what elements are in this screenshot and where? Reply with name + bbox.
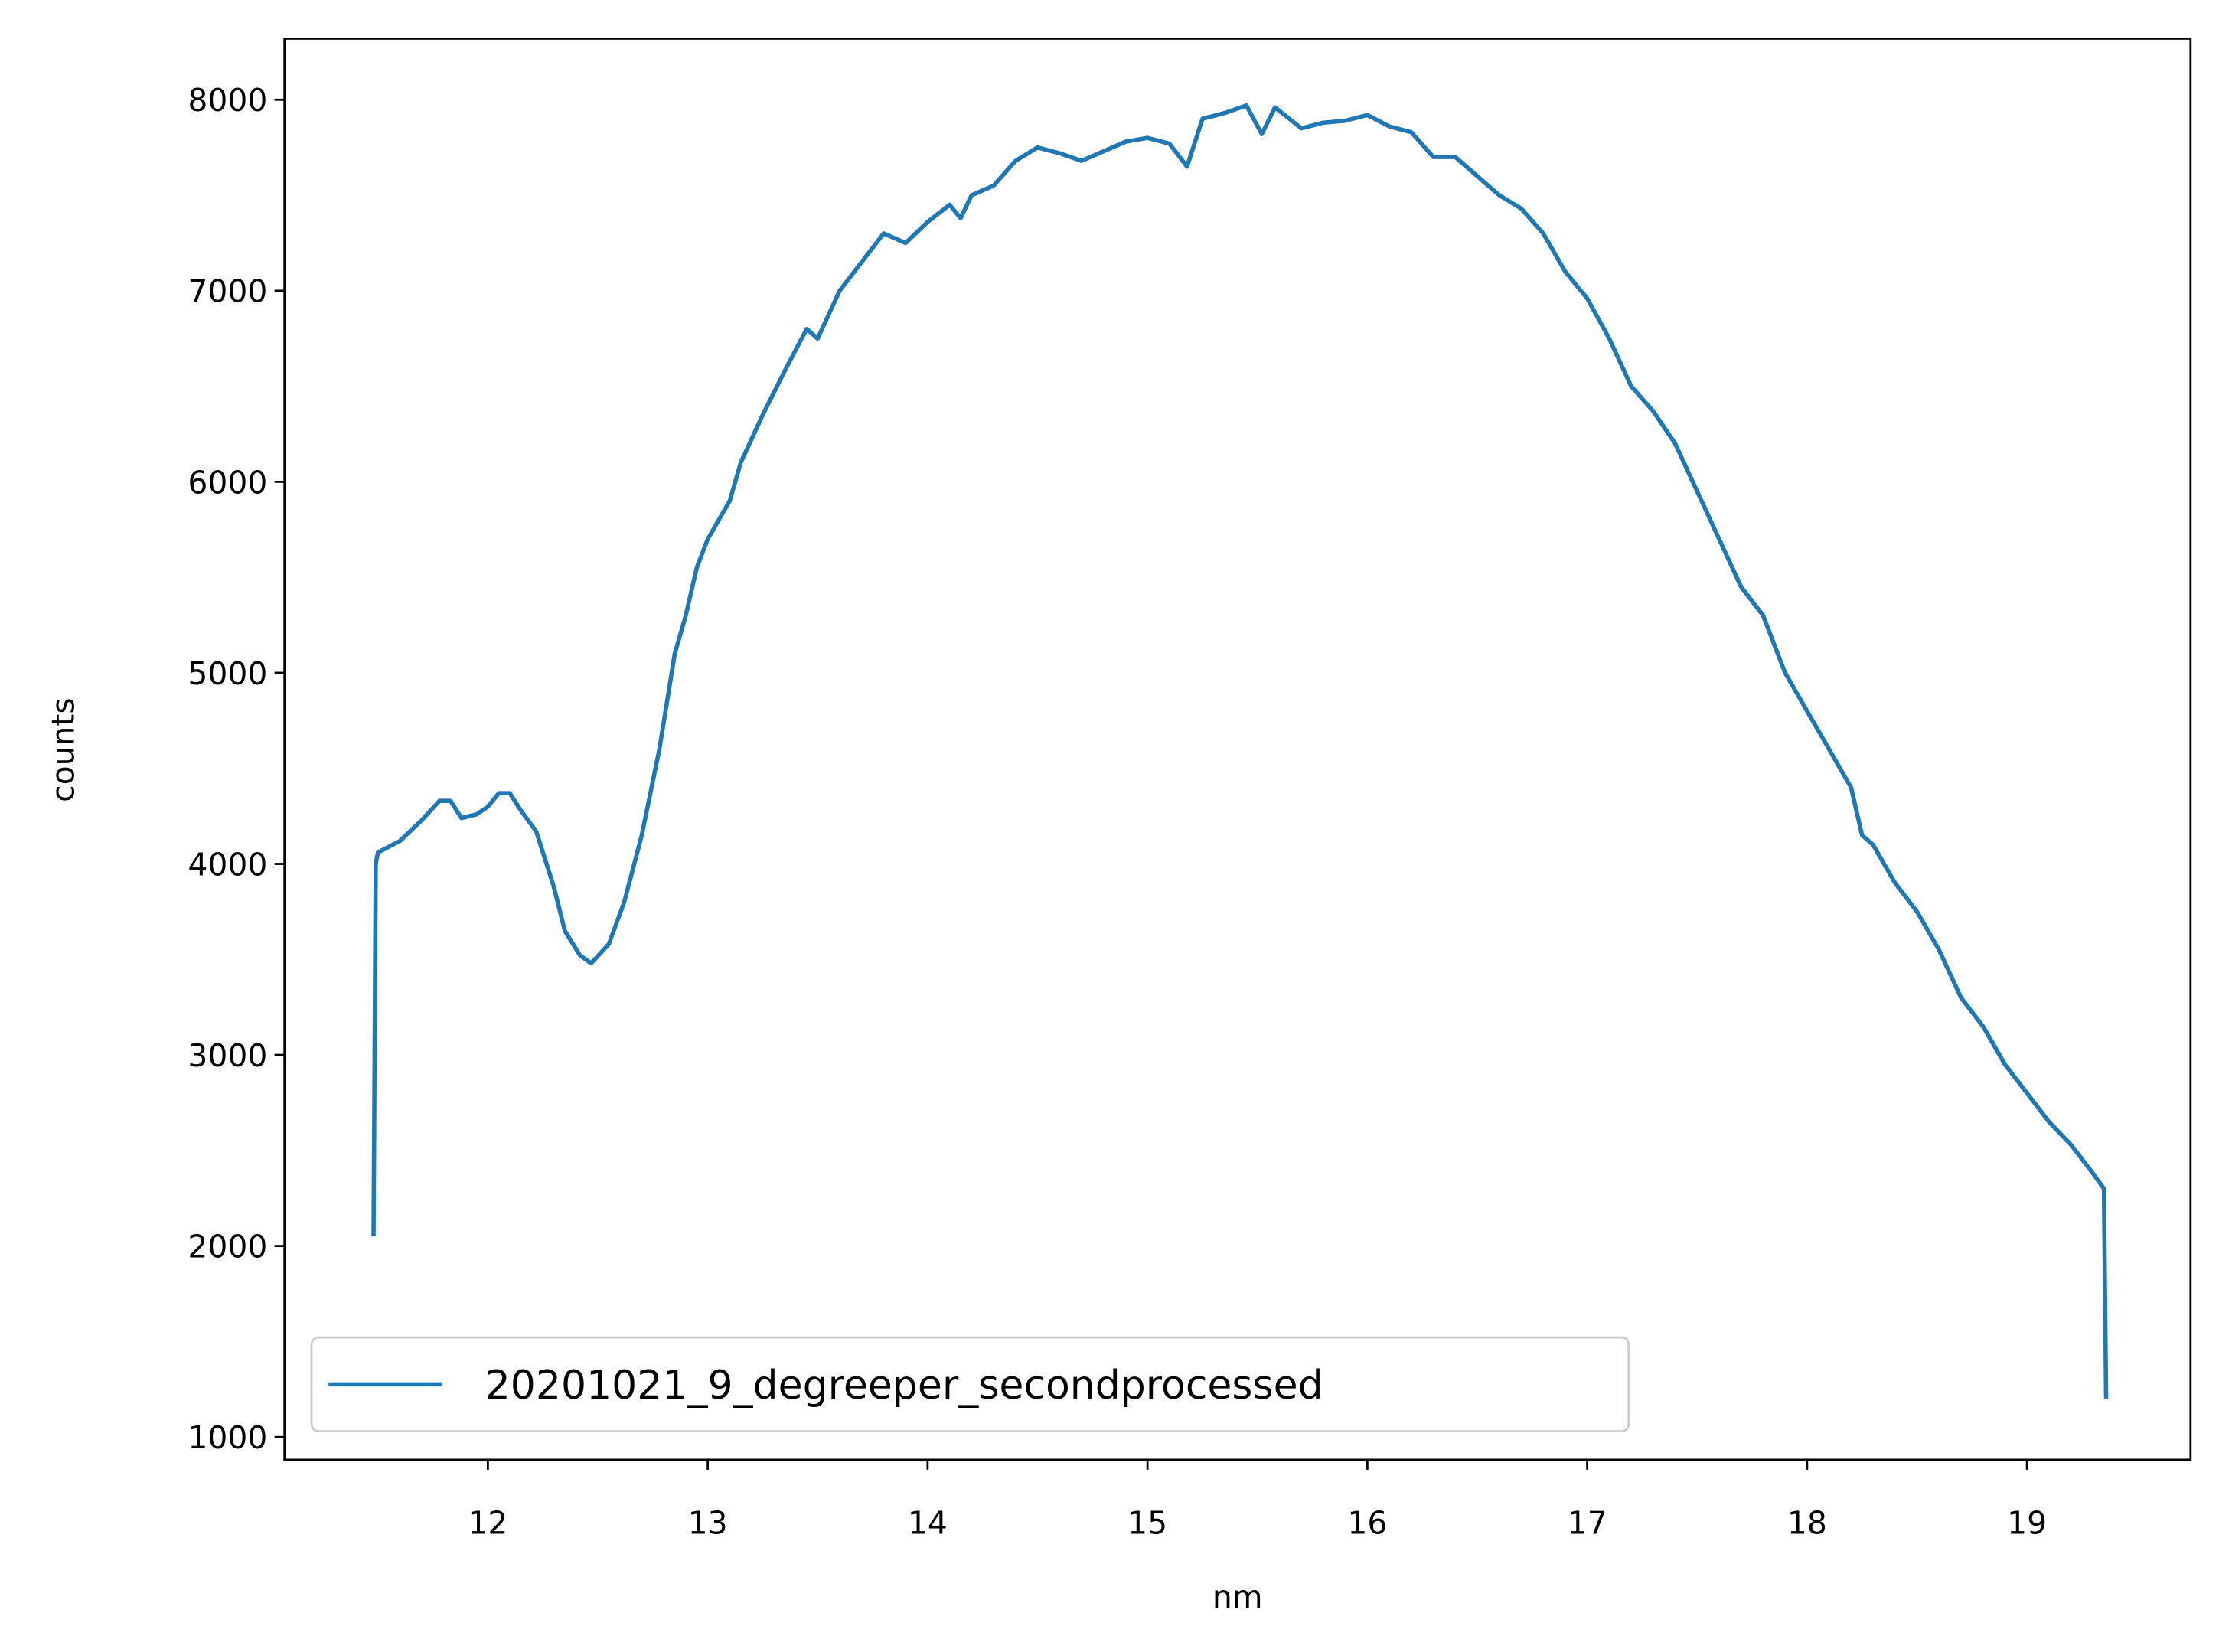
- y-tick-label: 7000: [188, 273, 267, 310]
- x-axis-label: nm: [1212, 1579, 1263, 1615]
- legend-box: [310, 1336, 1630, 1433]
- x-tick-label: 17: [1568, 1505, 1607, 1542]
- x-tick-label: 16: [1347, 1505, 1387, 1542]
- y-tick-label: 4000: [188, 846, 267, 883]
- plot-frame: [283, 38, 2192, 1461]
- y-tick-label: 6000: [188, 464, 267, 501]
- x-tick-label: 12: [468, 1505, 507, 1542]
- x-tick-label: 14: [908, 1505, 948, 1542]
- y-axis-label: counts: [45, 697, 82, 802]
- y-tick-label: 5000: [188, 655, 267, 692]
- x-tick-label: 13: [688, 1505, 728, 1542]
- y-tick-label: 2000: [188, 1228, 267, 1265]
- y-tick-label: 8000: [188, 82, 267, 119]
- x-tick-label: 15: [1127, 1505, 1167, 1542]
- data-line: [371, 103, 2109, 1399]
- legend-label: 20201021_9_degreeper_secondprocessed: [485, 1363, 1323, 1409]
- y-tick-label: 1000: [188, 1419, 267, 1456]
- x-tick-label: 18: [1787, 1505, 1827, 1542]
- y-tick-label: 3000: [188, 1037, 267, 1074]
- x-tick-label: 19: [2007, 1505, 2047, 1542]
